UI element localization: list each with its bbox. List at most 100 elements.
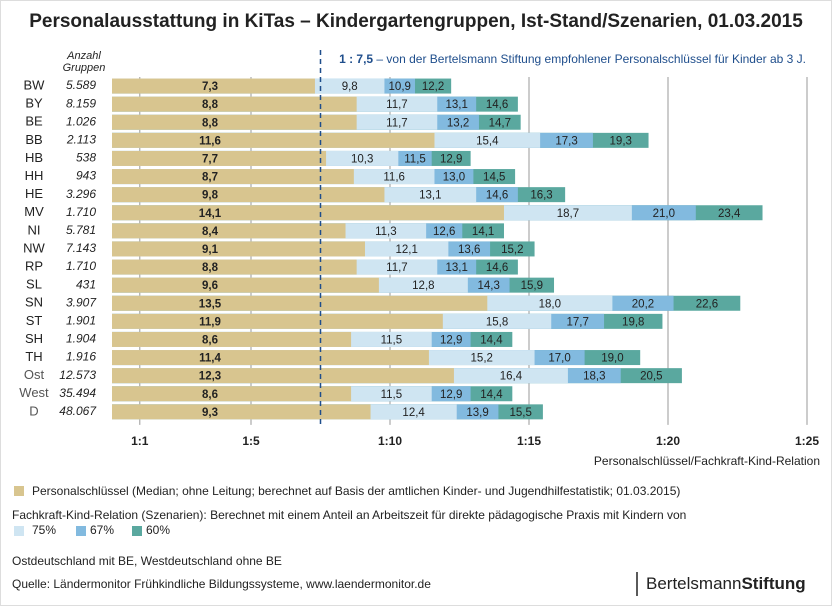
bar	[112, 277, 379, 293]
bar	[112, 132, 435, 148]
category-label: RP	[25, 258, 43, 273]
value-label: 8,6	[202, 334, 218, 346]
category-label: HB	[25, 150, 43, 165]
source: Quelle: Ländermonitor Frühkindliche Bild…	[12, 577, 431, 591]
bar	[112, 241, 365, 257]
value-label: 17,3	[555, 135, 577, 147]
x-tick-label: 1:5	[242, 434, 260, 448]
plot	[112, 77, 808, 425]
bar	[112, 96, 357, 112]
count-header: Gruppen	[63, 62, 106, 74]
legend-swatch	[132, 526, 142, 536]
x-tick-label: 1:20	[656, 434, 680, 448]
value-label: 9,6	[202, 280, 218, 292]
bar	[112, 187, 385, 203]
count-label: 2.113	[66, 133, 96, 147]
value-label: 18,3	[583, 371, 605, 383]
value-label: 15,9	[521, 280, 543, 292]
reference-label: 1 : 7,5	[339, 52, 373, 66]
count-label: 1.026	[66, 114, 96, 128]
value-label: 22,6	[696, 298, 718, 310]
value-label: 23,4	[718, 208, 741, 220]
count-label: 35.494	[59, 386, 96, 400]
value-label: 11,4	[199, 353, 221, 365]
category-label: MV	[24, 204, 44, 219]
count-label: 48.067	[59, 404, 97, 418]
brand-part: Bertelsmann	[646, 574, 741, 593]
value-label: 10,3	[351, 153, 373, 165]
category-label: SN	[25, 295, 43, 310]
value-label: 14,6	[486, 99, 508, 111]
value-label: 11,7	[386, 99, 408, 111]
brand-part: Stiftung	[741, 574, 805, 593]
count-label: 7.143	[66, 241, 96, 255]
value-label: 12,1	[395, 244, 417, 256]
category-label: BE	[25, 114, 43, 129]
value-label: 8,6	[202, 389, 218, 401]
category-label: Ost	[24, 367, 45, 382]
value-label: 11,5	[404, 153, 426, 165]
value-label: 9,1	[202, 244, 219, 256]
bar	[112, 78, 315, 94]
x-axis-title: Personalschlüssel/Fachkraft-Kind-Relatio…	[594, 454, 820, 468]
legend-label: 75%	[32, 523, 56, 537]
value-label: 17,7	[566, 316, 588, 328]
category-label: BB	[25, 132, 42, 147]
bar	[112, 404, 371, 420]
value-label: 14,4	[480, 334, 503, 346]
x-tick-label: 1:10	[378, 434, 402, 448]
count-label: 431	[76, 277, 96, 291]
value-label: 12,4	[402, 407, 425, 419]
value-label: 14,4	[480, 389, 503, 401]
category-label: ST	[26, 313, 43, 328]
value-label: 7,7	[202, 153, 218, 165]
value-label: 12,9	[440, 153, 462, 165]
count-label: 1.901	[66, 314, 96, 328]
value-label: 11,6	[383, 172, 405, 184]
value-label: 14,3	[477, 280, 499, 292]
legend-label: 60%	[146, 523, 170, 537]
brand: BertelsmannStiftung	[646, 574, 806, 593]
count-label: 8.159	[66, 96, 96, 110]
value-label: 15,2	[501, 244, 523, 256]
category-label: NW	[23, 240, 45, 255]
value-label: 13,6	[458, 244, 480, 256]
value-label: 13,1	[419, 190, 441, 202]
value-label: 15,5	[509, 407, 531, 419]
value-label: 13,1	[446, 262, 468, 274]
bar	[112, 350, 429, 366]
count-label: 12.573	[59, 368, 96, 382]
count-label: 3.907	[66, 295, 97, 309]
value-label: 13,2	[447, 117, 469, 129]
category-label: HH	[25, 168, 44, 183]
value-label: 12,8	[412, 280, 434, 292]
category-label: NI	[28, 222, 41, 237]
bar	[112, 114, 357, 130]
value-label: 11,6	[199, 135, 221, 147]
category-label: BW	[24, 77, 46, 92]
count-header: Anzahl	[66, 50, 101, 62]
bar	[112, 295, 488, 311]
value-label: 12,2	[422, 81, 444, 93]
value-label: 18,0	[539, 298, 561, 310]
chart-title: Personalausstattung in KiTas – Kindergar…	[29, 11, 803, 32]
value-label: 13,0	[443, 172, 465, 184]
bar	[112, 386, 352, 402]
value-label: 15,8	[486, 316, 508, 328]
value-label: 14,5	[483, 172, 505, 184]
value-label: 8,7	[202, 172, 218, 184]
value-label: 11,3	[375, 226, 397, 238]
count-label: 5.589	[66, 78, 96, 92]
value-label: 16,3	[530, 190, 552, 202]
value-label: 18,7	[557, 208, 579, 220]
legend-swatch	[14, 526, 24, 536]
bar	[112, 259, 357, 275]
count-label: 3.296	[66, 187, 96, 201]
value-label: 20,2	[632, 298, 654, 310]
category-label: SH	[25, 331, 43, 346]
legend-swatch	[76, 526, 86, 536]
value-label: 9,8	[342, 81, 358, 93]
value-label: 12,9	[440, 389, 462, 401]
reference-note: 1 : 7,5 – von der Bertelsmann Stiftung e…	[339, 52, 806, 66]
